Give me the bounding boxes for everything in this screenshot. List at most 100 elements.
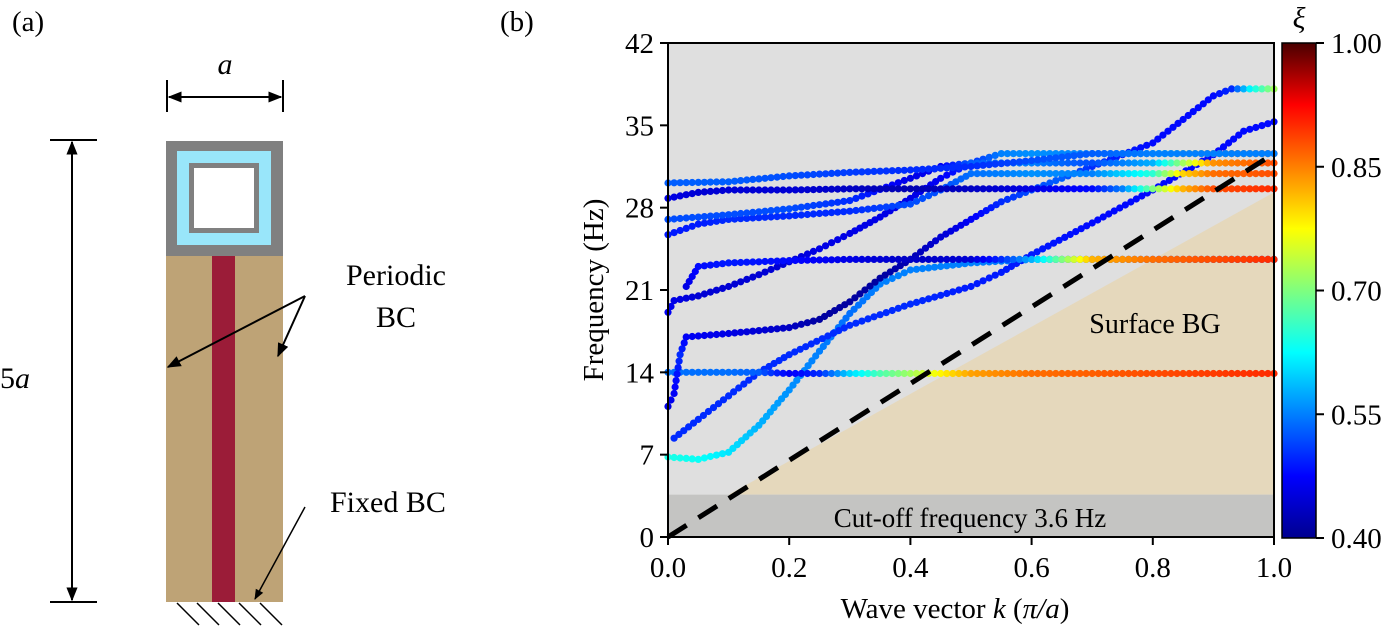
data-point — [1149, 170, 1157, 178]
data-point — [809, 170, 818, 179]
data-point — [829, 329, 837, 337]
data-point — [808, 357, 816, 365]
data-point — [791, 322, 799, 330]
data-point — [1003, 369, 1012, 378]
data-point — [955, 255, 963, 263]
data-point — [949, 261, 957, 269]
data-point — [685, 423, 693, 431]
data-point — [667, 396, 675, 404]
data-point — [1106, 170, 1114, 178]
data-point — [1052, 369, 1060, 378]
data-point — [900, 166, 908, 174]
data-point — [985, 255, 993, 263]
data-point — [985, 161, 993, 169]
data-point — [967, 162, 975, 171]
data-point — [943, 255, 951, 263]
data-point — [785, 369, 793, 378]
data-point — [1076, 151, 1084, 159]
data-point — [918, 297, 927, 305]
data-point — [1105, 210, 1113, 218]
data-point — [1137, 369, 1145, 378]
data-point — [1252, 255, 1260, 263]
data-point — [937, 291, 945, 299]
data-point — [815, 170, 824, 178]
data-point — [1225, 139, 1233, 147]
data-point — [785, 386, 793, 394]
data-point — [755, 368, 763, 376]
data-point — [1138, 192, 1146, 200]
data-point — [797, 186, 805, 194]
y-tick-label: 42 — [625, 28, 654, 60]
data-point — [797, 369, 805, 378]
data-point — [1003, 170, 1012, 178]
data-point — [1246, 150, 1254, 158]
data-point — [815, 245, 824, 253]
data-point — [1252, 150, 1260, 158]
data-point — [737, 368, 745, 376]
data-point — [1003, 185, 1012, 193]
data-point — [743, 275, 751, 283]
data-point — [822, 209, 830, 217]
data-point — [675, 357, 683, 365]
data-point — [676, 192, 684, 200]
data-point — [912, 197, 921, 205]
data-point — [1189, 108, 1197, 116]
cutoff-region — [668, 494, 1274, 537]
data-point — [1161, 170, 1169, 178]
data-point — [803, 250, 812, 258]
data-point — [918, 255, 927, 263]
data-point — [737, 177, 745, 185]
data-point — [670, 215, 678, 223]
data-point — [815, 185, 824, 193]
data-point — [791, 172, 799, 180]
data-point — [1209, 159, 1217, 167]
data-point — [1131, 150, 1139, 158]
series-band-10 — [664, 150, 1278, 187]
data-point — [997, 369, 1005, 378]
data-point — [846, 197, 854, 205]
data-point — [719, 396, 728, 404]
panel-a: (a) a 5a Periodic BC Fixed BC — [0, 6, 446, 626]
data-point — [888, 255, 896, 263]
data-point — [1240, 127, 1248, 135]
data-point — [1149, 150, 1157, 158]
data-point — [680, 339, 688, 347]
data-point — [1009, 170, 1018, 178]
data-point — [779, 369, 787, 377]
data-point — [1191, 159, 1199, 167]
resonator-hollow — [194, 168, 254, 228]
data-point — [718, 186, 727, 195]
data-point — [1058, 255, 1066, 263]
data-point — [1040, 155, 1048, 163]
data-point — [1264, 159, 1272, 167]
data-point — [700, 454, 709, 462]
data-point — [1246, 369, 1254, 378]
data-point — [1082, 159, 1090, 167]
data-point — [749, 186, 757, 194]
data-point — [1167, 170, 1175, 178]
data-point — [1191, 185, 1199, 193]
data-point — [1167, 150, 1175, 158]
data-point — [700, 290, 709, 298]
data-point — [1264, 120, 1272, 128]
data-point — [779, 186, 787, 194]
data-point — [1070, 255, 1078, 263]
data-point — [925, 165, 933, 173]
data-point — [740, 380, 748, 388]
data-point — [749, 175, 757, 183]
data-point — [803, 319, 812, 327]
data-point — [961, 255, 969, 263]
data-point — [882, 203, 890, 211]
data-point — [1173, 369, 1181, 378]
data-point — [718, 450, 727, 458]
data-point — [767, 207, 775, 215]
data-point — [807, 340, 815, 348]
data-point — [1240, 185, 1248, 193]
data-point — [1235, 131, 1243, 139]
data-point — [1100, 369, 1108, 378]
data-point — [809, 317, 818, 325]
data-point — [1149, 185, 1157, 193]
data-point — [785, 172, 793, 180]
data-point — [712, 212, 721, 220]
